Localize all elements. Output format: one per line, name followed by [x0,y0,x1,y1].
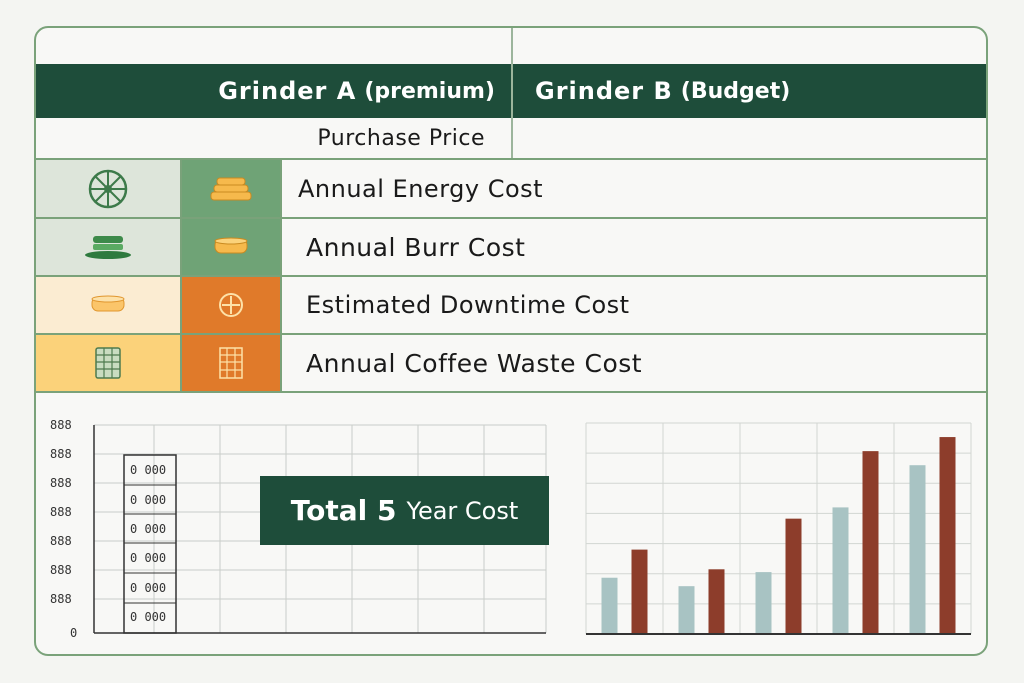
bar-chart [585,422,972,635]
grinder-b-tag: (Budget) [680,78,791,104]
row-downtime-cell-a [36,277,182,333]
row-annual-energy-cost: Annual Energy Cost [298,160,978,217]
grinder-a-tag: (premium) [364,78,495,104]
row-label: Annual Burr Cost [306,232,526,262]
comparison-card: Grinder A (premium) Grinder B (Budget) P… [34,26,988,656]
coin-stack-icon [210,177,252,200]
column-cell: 0 000 [130,463,166,477]
row-waste-cell-a [36,335,182,391]
wheel-icon [88,169,128,208]
total-label-bold: Total 5 [290,494,397,527]
bar-series-b [631,549,648,634]
row-waste-cell-b [182,335,282,391]
row-burr-cell-b [182,219,282,275]
bar-series-b [708,569,725,634]
top-divider [511,28,513,64]
calculator-icon [95,347,121,379]
row-label: Annual Coffee Waste Cost [306,348,643,378]
y-tick: 888 [50,563,72,577]
y-tick: 888 [50,447,72,461]
left-chart-column: 0 000 0 000 0 000 0 000 0 000 0 000 [123,454,177,634]
grinder-b-name: Grinder B [535,77,673,105]
column-cell: 0 000 [130,551,166,565]
total-5-year-cost-label: Total 5 Year Cost [260,476,549,545]
header-grinder-b: Grinder B (Budget) [513,64,986,118]
y-tick: 888 [50,476,72,490]
bar-series-a [909,465,926,634]
row-estimated-downtime-cost: Estimated Downtime Cost [306,277,986,333]
bar-series-a [832,507,849,634]
bar-series-a [601,577,618,634]
row-label: Estimated Downtime Cost [306,291,630,319]
y-tick: 888 [50,592,72,606]
coin-stack-icon [85,236,131,259]
grid-icon [219,347,243,379]
circle-cross-icon [219,293,243,317]
row-purchase-price: Purchase Price [36,118,511,158]
column-cell: 0 000 [130,610,166,624]
header-grinder-a: Grinder A (premium) [36,64,511,118]
bar-series-b [939,437,956,634]
row-annual-coffee-waste-cost: Annual Coffee Waste Cost [306,335,986,391]
bar-series-a [678,586,695,634]
bar-series-b [862,451,879,634]
column-cell: 0 000 [130,493,166,507]
bar-series-b [785,518,802,634]
row-energy-cell-b [182,160,282,217]
y-tick: 888 [50,534,72,548]
grinder-a-name: Grinder A [218,77,357,105]
column-cell: 0 000 [130,581,166,595]
bar-chart-grid [585,422,972,634]
bar-series-a [755,572,772,634]
row-downtime-cell-b [182,277,282,333]
coin-icon [91,295,125,312]
row-energy-cell-a [36,160,182,217]
coin-icon [214,237,248,254]
row-burr-cell-a [36,219,182,275]
row-annual-burr-cost: Annual Burr Cost [306,219,986,275]
bar-chart-bars [601,437,956,634]
row-label: Annual Energy Cost [298,174,544,203]
y-tick: 0 [70,626,77,640]
row-label: Purchase Price [317,125,485,151]
total-label-rest: Year Cost [406,496,519,525]
y-tick: 888 [50,418,72,432]
y-tick: 888 [50,505,72,519]
column-cell: 0 000 [130,522,166,536]
